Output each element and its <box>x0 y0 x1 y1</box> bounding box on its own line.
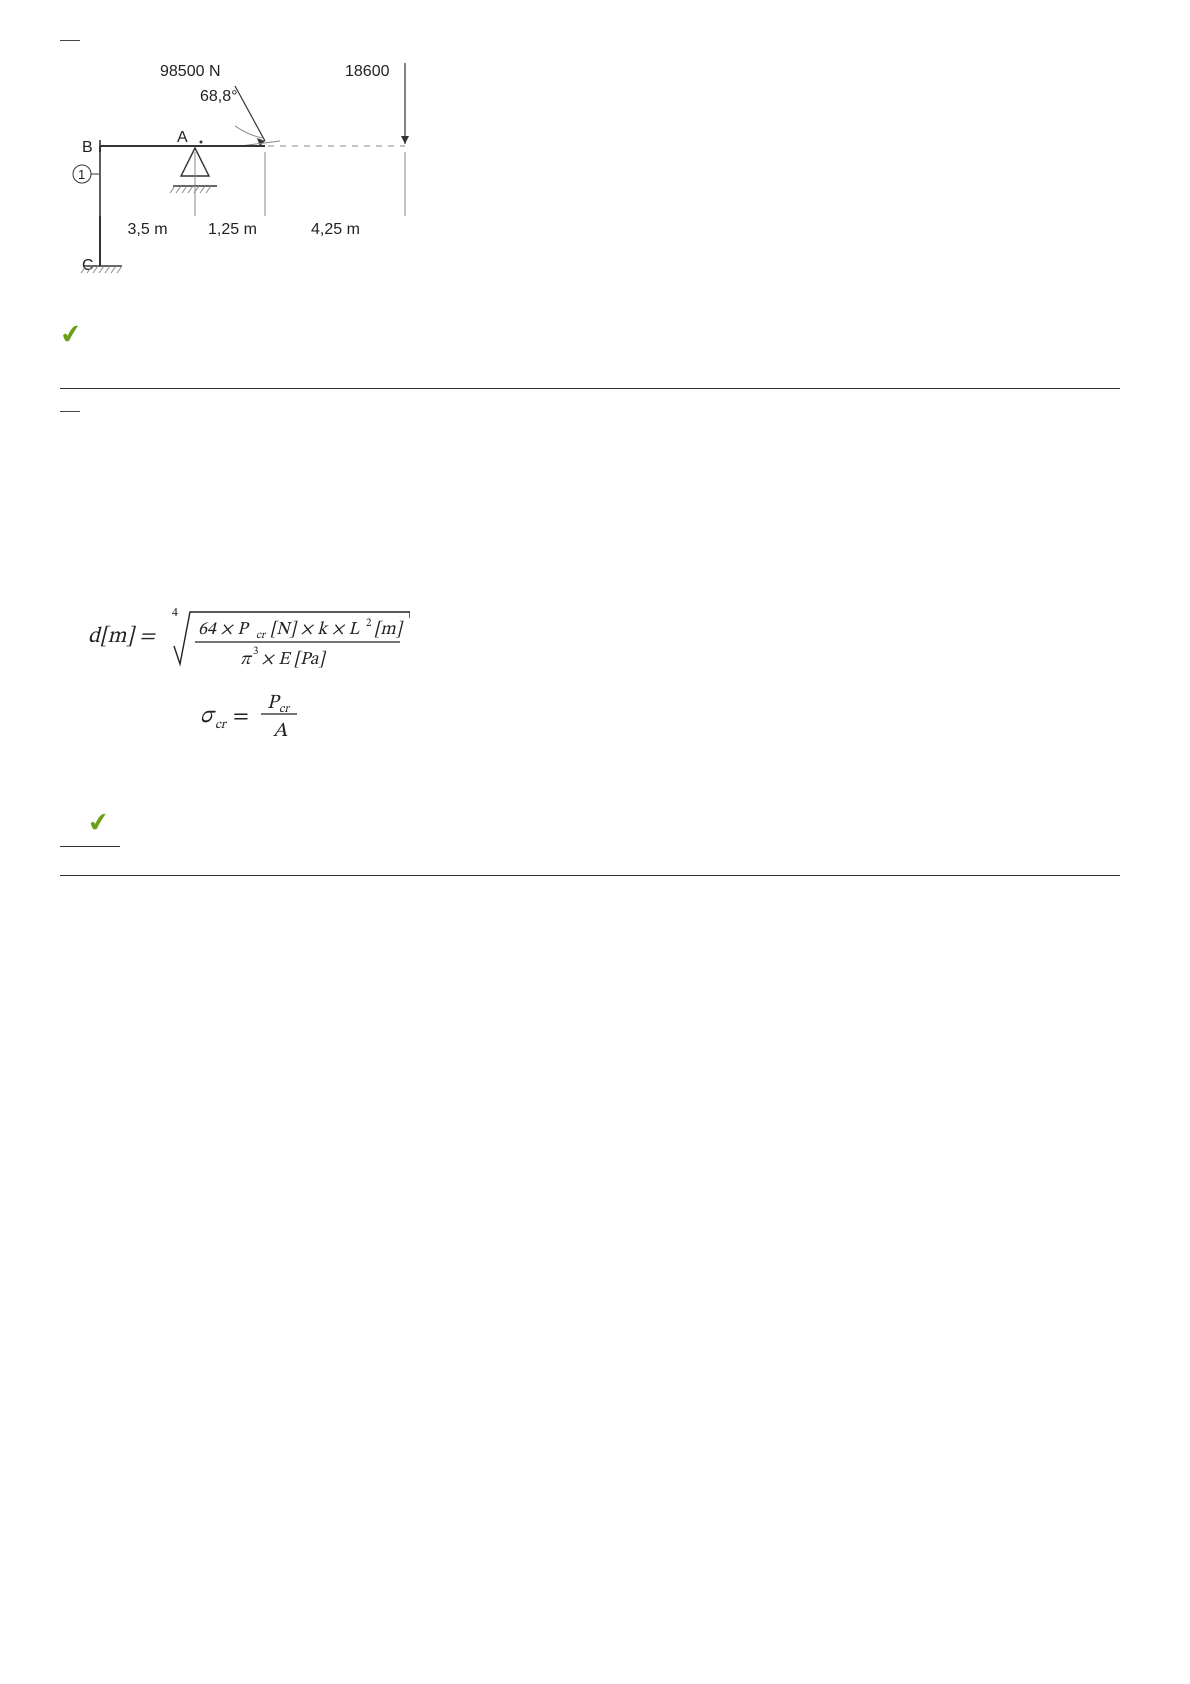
check-icon-2: ✔ <box>86 811 111 840</box>
force-1-arrow <box>235 86 265 141</box>
underline-marker <box>60 846 120 847</box>
separator-2 <box>60 875 1120 876</box>
formula-num-rest: [N] × k × L <box>270 620 361 639</box>
dash-marker-1 <box>60 40 80 41</box>
formula-svg: d[m] =464 × Pcr[N] × k × L2[m]π3 × E [Pa… <box>80 592 410 782</box>
label-A: A <box>177 129 188 146</box>
label-B: B <box>82 139 93 156</box>
svg-text:cr: cr <box>279 703 290 715</box>
svg-text:3: 3 <box>253 646 258 657</box>
formula-denominator: π <box>240 651 253 669</box>
dash-marker-2 <box>60 411 80 412</box>
beam-diagram-svg: 98500 N1860068,8°BA13,5 m1,25 m4,25 mC <box>60 51 430 311</box>
dim-2: 1,25 m <box>208 221 257 238</box>
formula-block: d[m] =464 × Pcr[N] × k × L2[m]π3 × E [Pa… <box>80 592 1120 838</box>
area-bottom: A <box>273 721 288 741</box>
beam-diagram: 98500 N1860068,8°BA13,5 m1,25 m4,25 mC ✔ <box>60 51 1120 348</box>
dim-1: 3,5 m <box>128 221 168 238</box>
force-1-label: 98500 N <box>160 63 221 80</box>
check-icon: ✔ <box>58 320 83 349</box>
svg-text:cr: cr <box>215 719 228 732</box>
member-1-label: 1 <box>78 167 85 182</box>
svg-text:=: = <box>233 706 249 728</box>
formula-num-sub: cr <box>256 630 267 641</box>
separator-1 <box>60 388 1120 389</box>
dim-3: 4,25 m <box>311 221 360 238</box>
sigma-cr-label: σ <box>200 704 216 728</box>
angle-label: 68,8° <box>200 88 238 105</box>
root-index: 4 <box>172 607 178 619</box>
formula-d-lhs: d[m] = <box>88 625 156 648</box>
svg-text:2: 2 <box>366 618 372 629</box>
svg-text:[m]: [m] <box>374 620 404 639</box>
formula-numerator: 64 × P <box>198 621 250 639</box>
page: 98500 N1860068,8°BA13,5 m1,25 m4,25 mC ✔… <box>0 0 1190 1684</box>
force-2-label: 18600 <box>345 63 390 80</box>
angle-arc <box>235 126 263 138</box>
svg-text:× E [Pa]: × E [Pa] <box>261 650 326 669</box>
